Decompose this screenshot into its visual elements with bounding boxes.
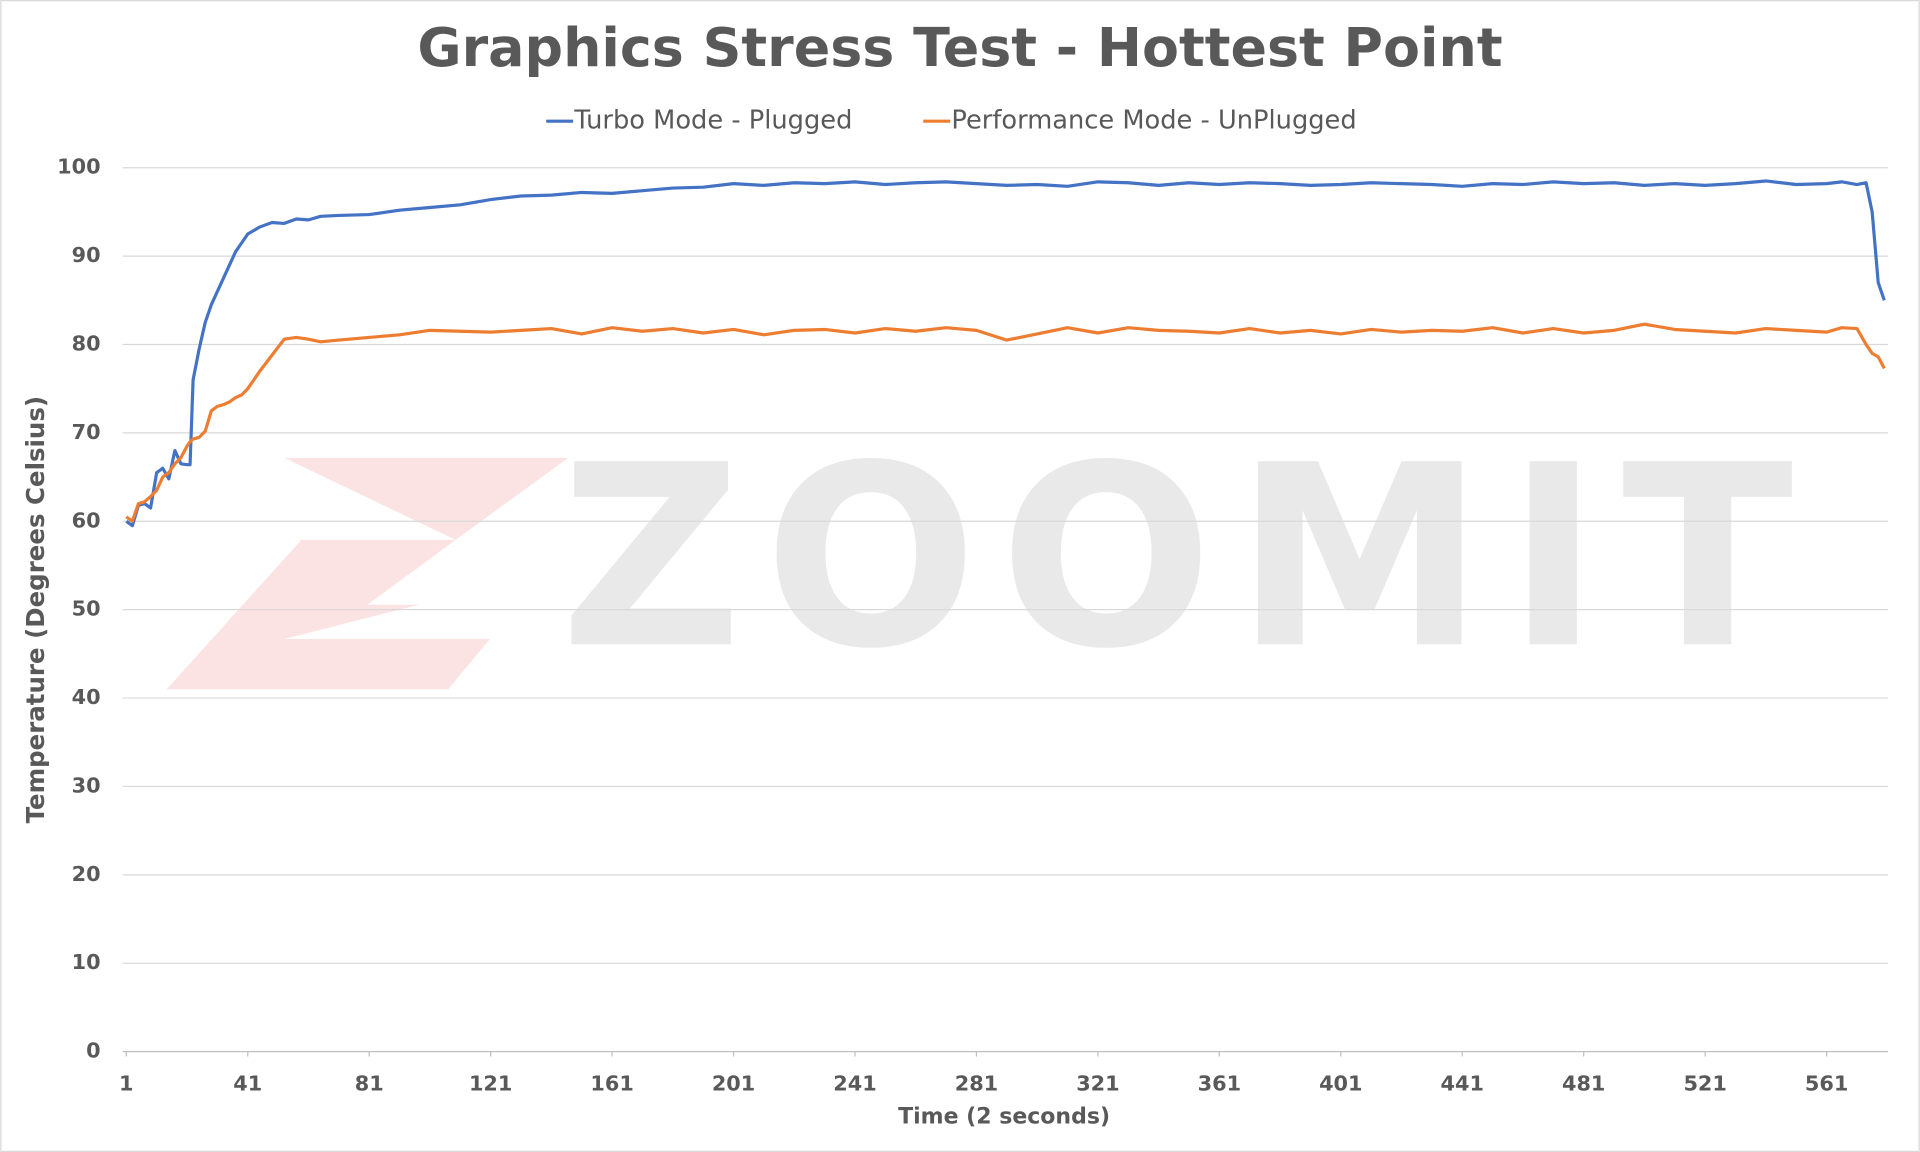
x-tick-label: 481 (1562, 1072, 1605, 1096)
x-tick-label: 81 (355, 1072, 384, 1096)
y-tick-label: 100 (57, 155, 100, 179)
watermark-logo (166, 457, 569, 690)
series-line (125, 179, 1886, 528)
y-tick-label: 50 (72, 597, 101, 621)
x-tick-label: 561 (1805, 1072, 1848, 1096)
x-tick-label: 201 (712, 1072, 755, 1096)
x-tick-label: 401 (1319, 1072, 1362, 1096)
y-tick-label: 30 (72, 773, 101, 797)
y-tick-label: 70 (72, 420, 101, 444)
y-tick-label: 0 (86, 1039, 100, 1063)
legend-label: Performance Mode - UnPlugged (951, 106, 1356, 136)
grid: 0 10 20 30 40 50 60 70 80 90 100 1 41 81 121 161 201 241 2… (57, 155, 1888, 1096)
x-tick-label: 521 (1683, 1072, 1726, 1096)
series-line (125, 322, 1886, 523)
x-tick-label: 121 (469, 1072, 512, 1096)
x-tick-label: 441 (1441, 1072, 1484, 1096)
y-axis-title: Temperature (Degrees Celsius) (21, 396, 50, 824)
x-tick-label: 161 (590, 1072, 633, 1096)
y-tick-label: 80 (72, 331, 101, 355)
x-tick-label: 241 (833, 1072, 876, 1096)
chart-title: Graphics Stress Test - Hottest Point (417, 16, 1502, 79)
watermark-shape (166, 457, 569, 690)
plot-area (125, 179, 1886, 528)
x-tick-label: 281 (955, 1072, 998, 1096)
y-tick-label: 90 (72, 243, 101, 267)
x-tick-label: 321 (1076, 1072, 1119, 1096)
y-tick-label: 20 (72, 862, 101, 886)
y-tick-label: 40 (72, 685, 101, 709)
watermark-text: ZOOMIT (560, 412, 1815, 704)
y-tick-label: 60 (72, 508, 101, 532)
x-tick-label: 41 (233, 1072, 262, 1096)
x-tick-label: 361 (1198, 1072, 1241, 1096)
legend: Turbo Mode - Plugged Performance Mode - U… (546, 106, 1357, 136)
y-tick-label: 10 (72, 950, 101, 974)
x-axis-title: Time (2 seconds) (898, 1105, 1110, 1130)
legend-label: Turbo Mode - Plugged (573, 106, 852, 136)
x-tick-label: 1 (119, 1072, 133, 1096)
